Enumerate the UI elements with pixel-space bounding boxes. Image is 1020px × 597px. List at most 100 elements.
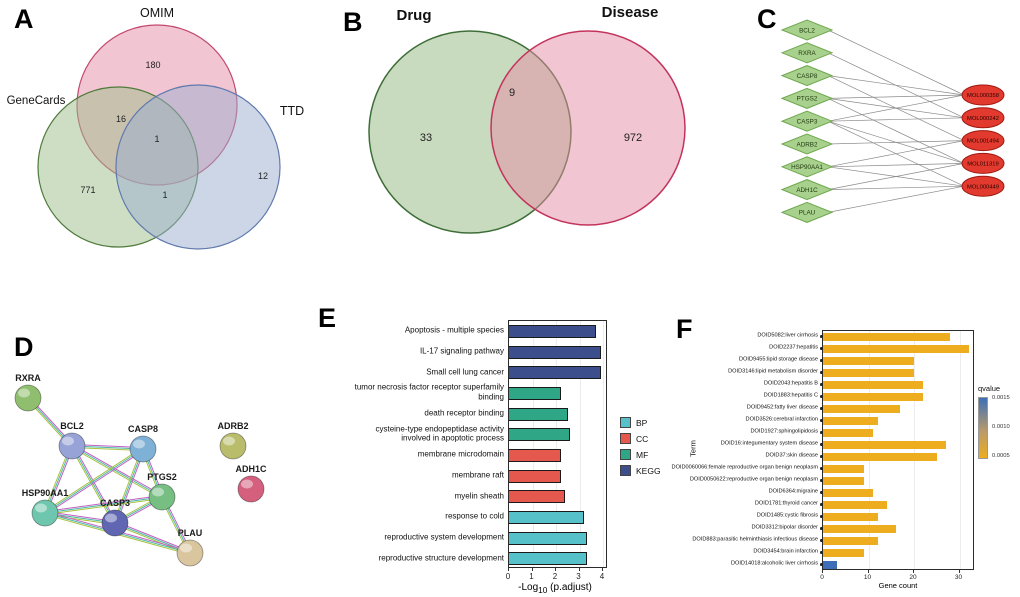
x-tick-mark xyxy=(913,570,914,573)
protein-node-label: ADRB2 xyxy=(217,421,248,431)
bar xyxy=(509,428,571,442)
compound-node-label: MOL001494 xyxy=(967,139,1000,145)
enrichment-bar-chart: -Log10 (p.adjust) BP CC MF KEGG 0 1 2 3 4 Apopto… xyxy=(320,305,690,597)
bar-category-label: DOID9452:fatty liver disease xyxy=(746,404,818,411)
y-tick-dot xyxy=(820,371,823,374)
y-tick-dot xyxy=(820,347,823,350)
ppi-edge xyxy=(72,444,163,497)
y-tick-dot xyxy=(820,443,823,446)
x-tick-label: 1 xyxy=(529,572,534,581)
bar xyxy=(823,549,864,557)
bar-category-label: DOID3146:lipid metabolism disorder xyxy=(728,368,818,375)
y-tick-dot xyxy=(820,407,823,410)
x-tick-mark xyxy=(822,570,823,573)
y-tick-dot xyxy=(820,539,823,542)
ppi-edge xyxy=(71,446,162,499)
legend-swatch xyxy=(620,433,631,444)
legend-item-kegg: KEGG xyxy=(620,465,661,476)
bar xyxy=(823,333,951,341)
e-plot-area xyxy=(508,320,607,568)
protein-node-highlight xyxy=(223,436,235,446)
x-tick-mark xyxy=(508,568,509,571)
panel-c-letter: C xyxy=(757,4,777,34)
compound-node xyxy=(961,152,1005,174)
bar-category-label: DOID3454:brain infarction xyxy=(753,548,818,555)
protein-node xyxy=(219,432,247,460)
x-tick-mark xyxy=(867,570,869,573)
bar xyxy=(823,357,914,365)
legend-item-cc: CC xyxy=(620,433,661,444)
ppi-edge xyxy=(44,495,162,513)
bar-category-label: membrane microdomain xyxy=(417,449,504,459)
protein-node-highlight xyxy=(105,513,117,523)
venn-diagram-omim-genecards-ttd: OMIM GeneCards TTD 180 16 1 771 1 12 xyxy=(7,6,304,250)
f-y-axis-label: Term xyxy=(688,440,698,457)
x-tick-mark xyxy=(531,568,533,571)
compound-target-network: BCL2 RXRA CASP8 PTGS2 CASP3 ADRB2 HSP90AA1 ADH1… xyxy=(780,19,1005,223)
x-tick-mark xyxy=(958,570,960,573)
ppi-edge xyxy=(70,446,115,524)
bar xyxy=(823,477,864,485)
panel-e-letter: E xyxy=(318,303,337,333)
bar xyxy=(509,490,566,504)
panel-f-letter: F xyxy=(676,314,693,344)
bar-category-label: DOID1927:sphingolipidosis xyxy=(750,428,818,435)
ppi-edge xyxy=(71,445,116,524)
legend-label: CC xyxy=(636,433,649,444)
gene-node xyxy=(780,156,834,178)
venn-set-label-genecards: GeneCards xyxy=(7,95,66,107)
x-tick-label: 10 xyxy=(863,574,872,581)
compound-node-label: MOL011319 xyxy=(967,162,998,168)
y-tick-dot xyxy=(820,479,823,482)
gene-node xyxy=(780,65,834,87)
bar xyxy=(823,465,864,473)
e-category-legend: BP CC MF KEGG xyxy=(620,417,661,481)
protein-node-highlight xyxy=(152,487,164,497)
protein-node-label: RXRA xyxy=(15,373,41,383)
bar xyxy=(509,552,587,566)
compound-node xyxy=(961,130,1005,152)
x-tick-label: 30 xyxy=(954,574,963,581)
f-plot-area xyxy=(822,330,974,570)
bar xyxy=(509,386,561,400)
legend-label: KEGG xyxy=(636,465,661,476)
gene-node xyxy=(780,110,834,132)
bar xyxy=(823,453,937,461)
disease-bar-chart: Term Gene count qvalue 0.0015 0.0010 0.0… xyxy=(672,318,1020,596)
ppi-edge xyxy=(72,445,117,523)
bar xyxy=(509,366,601,380)
protein-node-highlight xyxy=(18,388,30,398)
network-edge xyxy=(827,94,965,99)
e-x-axis-label-suffix: (p.adjust) xyxy=(547,582,592,593)
y-tick-dot xyxy=(820,527,823,530)
bar-category-label: Small cell lung cancer xyxy=(426,366,504,376)
bar xyxy=(823,369,914,377)
qvalue-tick-high: 0.0015 xyxy=(992,395,1010,401)
y-tick-dot xyxy=(820,359,823,362)
legend-item-bp: BP xyxy=(620,417,661,428)
legend-swatch xyxy=(620,449,631,460)
protein-node-label: CASP8 xyxy=(128,424,158,434)
f-x-axis-label: Gene count xyxy=(878,581,918,590)
venn-set-label-omim: OMIM xyxy=(140,6,174,20)
y-tick-dot xyxy=(820,563,823,566)
protein-node-label: PTGS2 xyxy=(147,472,177,482)
ppi-edge xyxy=(45,449,145,515)
bar xyxy=(823,441,946,449)
bar xyxy=(823,429,874,437)
bar-category-label: myelin sheath xyxy=(454,490,504,500)
network-edge xyxy=(827,29,965,96)
bar-category-label: cysteine-type endopeptidase activity inv… xyxy=(375,424,504,443)
venn-set-label-drug: Drug xyxy=(397,7,432,24)
gene-node-label: PLAU xyxy=(799,210,816,217)
network-edge xyxy=(827,166,965,187)
bar-category-label: DOID16:integumentary system disease xyxy=(720,440,818,447)
bar-category-label: DOID6364:migraine xyxy=(768,488,818,495)
venn-count-omim-only: 180 xyxy=(145,60,160,70)
network-edge xyxy=(827,120,965,187)
gridline xyxy=(532,321,534,567)
bar-category-label: DOID3526:cerebral infarction xyxy=(745,416,818,423)
x-tick-mark xyxy=(602,568,603,571)
protein-node-label: BCL2 xyxy=(60,421,84,431)
